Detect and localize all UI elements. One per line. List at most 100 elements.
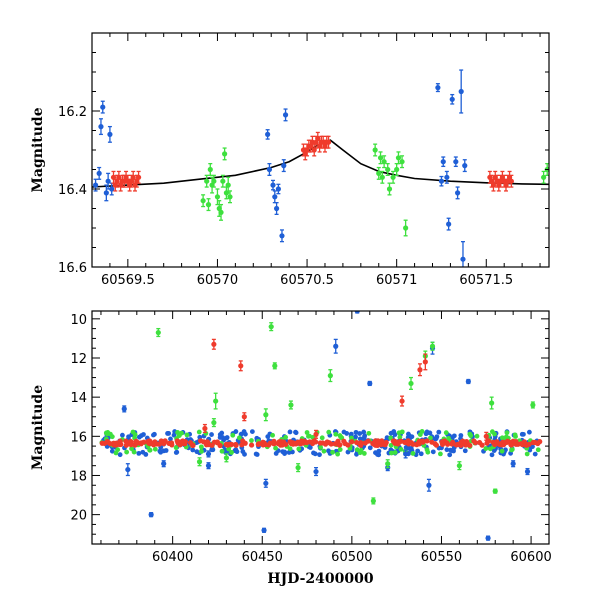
blue-baseline-point [163, 448, 169, 453]
red-baseline-point [485, 438, 492, 444]
red-baseline-point [508, 442, 514, 448]
y-tick-label: 18 [70, 469, 87, 484]
green-outlier-point [456, 463, 462, 469]
green-data-point [205, 202, 212, 208]
green-data-point [211, 178, 217, 184]
blue-outlier-point [205, 463, 212, 469]
red-baseline-point [303, 439, 310, 446]
x-tick-label: 60500 [331, 550, 372, 565]
blue-data-point [435, 85, 441, 91]
blue-baseline-point [253, 451, 259, 457]
green-baseline-point [424, 447, 430, 453]
blue-outlier-point [354, 311, 360, 314]
blue-baseline-point [489, 452, 495, 458]
green-baseline-point [196, 429, 202, 435]
blue-baseline-point [194, 449, 200, 455]
green-data-point [390, 174, 396, 180]
green-outlier-point [213, 398, 219, 404]
red-baseline-point [128, 439, 134, 445]
green-baseline-point [270, 432, 275, 438]
red-baseline-point [174, 438, 180, 444]
blue-baseline-point [367, 445, 373, 451]
green-baseline-point [361, 451, 367, 456]
red-baseline-point [179, 438, 185, 445]
red-data-point [490, 182, 497, 188]
red-baseline-point [133, 439, 140, 445]
green-baseline-point [428, 435, 433, 441]
green-baseline-point [392, 450, 398, 455]
green-baseline-point [357, 450, 363, 456]
red-data-point [110, 174, 117, 180]
red-baseline-point [341, 438, 347, 444]
green-baseline-point [203, 430, 209, 436]
blue-baseline-point [165, 431, 170, 436]
y-tick-label: 20 [70, 509, 87, 524]
green-baseline-point [115, 447, 121, 453]
blue-baseline-point [217, 435, 223, 440]
green-data-point [227, 194, 233, 200]
y-axis-label: Magnitude [30, 385, 46, 470]
blue-data-point [438, 178, 445, 184]
green-data-point [204, 178, 210, 184]
green-baseline-point [349, 435, 354, 441]
green-outlier-point [370, 498, 376, 504]
green-outlier-point [489, 400, 495, 406]
x-tick-label: 60570.5 [280, 273, 334, 288]
blue-data-point [265, 131, 271, 137]
blue-baseline-point [436, 429, 442, 435]
red-outlier-point [238, 363, 244, 369]
green-baseline-point [321, 448, 327, 454]
plot-area [99, 311, 543, 541]
blue-data-point [449, 96, 455, 102]
blue-outlier-point [485, 535, 491, 541]
red-baseline-point [513, 441, 519, 447]
blue-baseline-point [519, 431, 525, 437]
blue-data-point [444, 174, 450, 180]
green-data-point [403, 225, 409, 231]
x-tick-label: 60600 [510, 550, 551, 565]
blue-baseline-point [117, 452, 123, 458]
red-baseline-point [105, 439, 111, 445]
green-outlier-point [268, 324, 274, 330]
red-baseline-point [460, 440, 466, 446]
red-baseline-point [382, 442, 388, 448]
green-outlier-point [492, 488, 498, 494]
green-outlier-point [530, 402, 536, 408]
blue-baseline-point [451, 433, 457, 439]
blue-baseline-point [418, 451, 424, 457]
green-baseline-point [398, 446, 404, 452]
red-data-point [130, 174, 136, 180]
green-baseline-point [535, 447, 541, 453]
blue-baseline-point [143, 452, 149, 457]
blue-outlier-point [510, 461, 516, 467]
blue-data-point [462, 163, 468, 169]
green-data-point [218, 209, 224, 215]
green-baseline-point [129, 446, 134, 452]
blue-baseline-point [345, 449, 351, 455]
red-baseline-point [146, 440, 152, 446]
red-outlier-point [211, 341, 217, 347]
blue-baseline-point [286, 450, 292, 455]
green-data-point [395, 155, 402, 161]
red-baseline-point [535, 440, 541, 447]
blue-data-point [453, 159, 459, 165]
green-baseline-point [130, 429, 136, 435]
green-baseline-point [124, 449, 130, 455]
red-baseline-point [260, 442, 266, 448]
plot-area [92, 69, 549, 267]
red-baseline-point [494, 439, 500, 445]
green-outlier-point [327, 373, 333, 379]
green-baseline-point [199, 449, 204, 454]
blue-baseline-point [210, 447, 216, 453]
green-baseline-point [229, 450, 234, 455]
red-baseline-point [445, 441, 451, 447]
green-baseline-point [230, 432, 236, 438]
green-baseline-point [236, 435, 242, 441]
red-baseline-point [365, 438, 371, 444]
green-baseline-point [173, 445, 179, 451]
blue-baseline-point [384, 435, 390, 440]
blue-baseline-point [293, 429, 298, 435]
red-baseline-point [271, 438, 277, 444]
red-baseline-point [439, 439, 445, 445]
